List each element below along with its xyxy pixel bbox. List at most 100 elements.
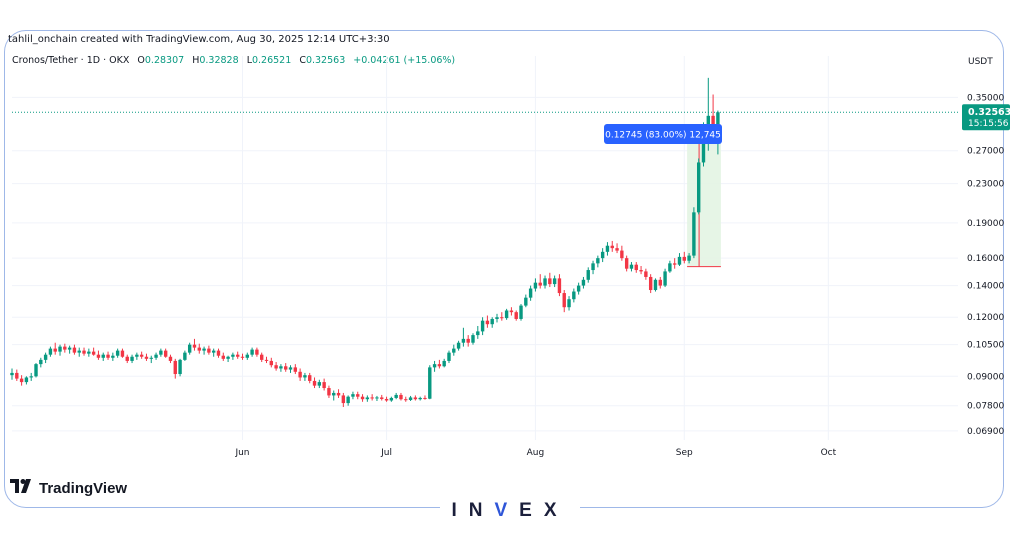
candle-body xyxy=(557,278,562,294)
candle-body xyxy=(19,378,24,383)
candle xyxy=(528,285,533,301)
candle xyxy=(696,158,701,215)
candle xyxy=(87,348,91,357)
candle xyxy=(139,351,144,359)
candle-body xyxy=(528,288,533,298)
candle-body xyxy=(624,258,629,269)
candle-body xyxy=(115,350,120,356)
candle xyxy=(24,376,29,385)
candle-body xyxy=(360,396,365,400)
candle-body xyxy=(10,372,14,376)
candle xyxy=(375,395,379,402)
candle-body xyxy=(163,350,168,357)
candle-body xyxy=(245,354,249,358)
candle xyxy=(394,392,398,400)
tradingview-logo-icon xyxy=(10,479,34,497)
candle xyxy=(255,347,259,357)
candle xyxy=(77,347,81,357)
candle xyxy=(101,352,105,361)
candle xyxy=(115,348,120,358)
candle-body xyxy=(332,392,336,396)
candle xyxy=(43,352,48,364)
candle-body xyxy=(509,310,514,313)
candle-body xyxy=(111,355,115,358)
candle xyxy=(428,365,432,400)
candle-body xyxy=(524,297,528,306)
candle xyxy=(629,262,634,272)
candle xyxy=(346,395,350,406)
candle xyxy=(72,344,77,355)
candle-body xyxy=(384,398,389,401)
candle xyxy=(67,345,72,354)
candle-body xyxy=(672,263,677,265)
candle-body xyxy=(226,356,230,359)
candle xyxy=(351,391,355,400)
candle xyxy=(39,357,43,368)
candle xyxy=(447,350,451,364)
candle xyxy=(53,342,57,355)
high-label: H xyxy=(192,55,200,66)
price-tick-label: 0.16000 xyxy=(967,254,1004,264)
candle-body xyxy=(576,285,581,292)
candle xyxy=(202,346,206,355)
candle xyxy=(572,288,576,303)
candle xyxy=(668,260,672,273)
close-value: 0.32563 xyxy=(305,55,346,66)
candle xyxy=(605,242,610,256)
candle-body xyxy=(192,344,197,348)
symbol-label[interactable]: Cronos/Tether · 1D · OKX xyxy=(12,55,130,66)
candle xyxy=(187,342,192,355)
candle-body xyxy=(159,350,163,355)
currency-unit[interactable]: USDT xyxy=(968,57,993,67)
time-tick-label: Aug xyxy=(527,448,545,458)
candle-body xyxy=(298,371,302,378)
candle xyxy=(120,348,125,358)
candle xyxy=(504,308,509,320)
candle-body xyxy=(485,320,490,325)
time-axis[interactable]: Jun Jul Aug Sep Oct xyxy=(234,448,836,458)
candle-body xyxy=(370,397,374,399)
candle xyxy=(19,375,24,386)
price-tick-label: 0.19000 xyxy=(967,219,1004,229)
invex-logo-left: IN xyxy=(451,500,495,521)
candle-body xyxy=(135,354,139,357)
candle-body xyxy=(519,305,523,319)
candle-body xyxy=(653,279,658,291)
candle xyxy=(490,317,494,328)
candle xyxy=(231,352,235,360)
candle xyxy=(476,325,480,339)
candle-body xyxy=(567,299,571,308)
candle xyxy=(279,364,283,372)
price-tick-label: 0.27000 xyxy=(967,147,1004,157)
candle-body xyxy=(701,136,706,163)
candle xyxy=(192,338,197,351)
price-tick-label: 0.35000 xyxy=(967,93,1004,103)
candle xyxy=(672,258,677,269)
candle-countdown: 15:15:56 xyxy=(968,119,1009,129)
candle xyxy=(600,248,605,263)
candle xyxy=(10,368,14,380)
candle-body xyxy=(591,263,595,271)
candle xyxy=(154,352,158,360)
candle-body xyxy=(572,291,576,300)
candle-body xyxy=(53,348,57,352)
candle xyxy=(29,372,33,381)
price-axis[interactable]: 0.35000 0.27000 0.23000 0.19000 0.16000 0.140… xyxy=(967,93,1004,436)
candle xyxy=(235,351,240,359)
candle xyxy=(624,255,629,272)
candle-body xyxy=(43,354,48,360)
candle-body xyxy=(207,348,211,353)
candle xyxy=(538,274,542,289)
candle-body xyxy=(231,354,235,357)
candle xyxy=(663,268,667,288)
candle-body xyxy=(375,397,379,399)
candle xyxy=(452,344,456,356)
candle-body xyxy=(144,356,149,359)
candle xyxy=(620,245,624,261)
candle-body xyxy=(216,350,221,356)
candle xyxy=(399,392,403,401)
candle xyxy=(480,317,485,336)
candle-body xyxy=(543,278,547,286)
time-tick-label: Sep xyxy=(676,448,693,458)
